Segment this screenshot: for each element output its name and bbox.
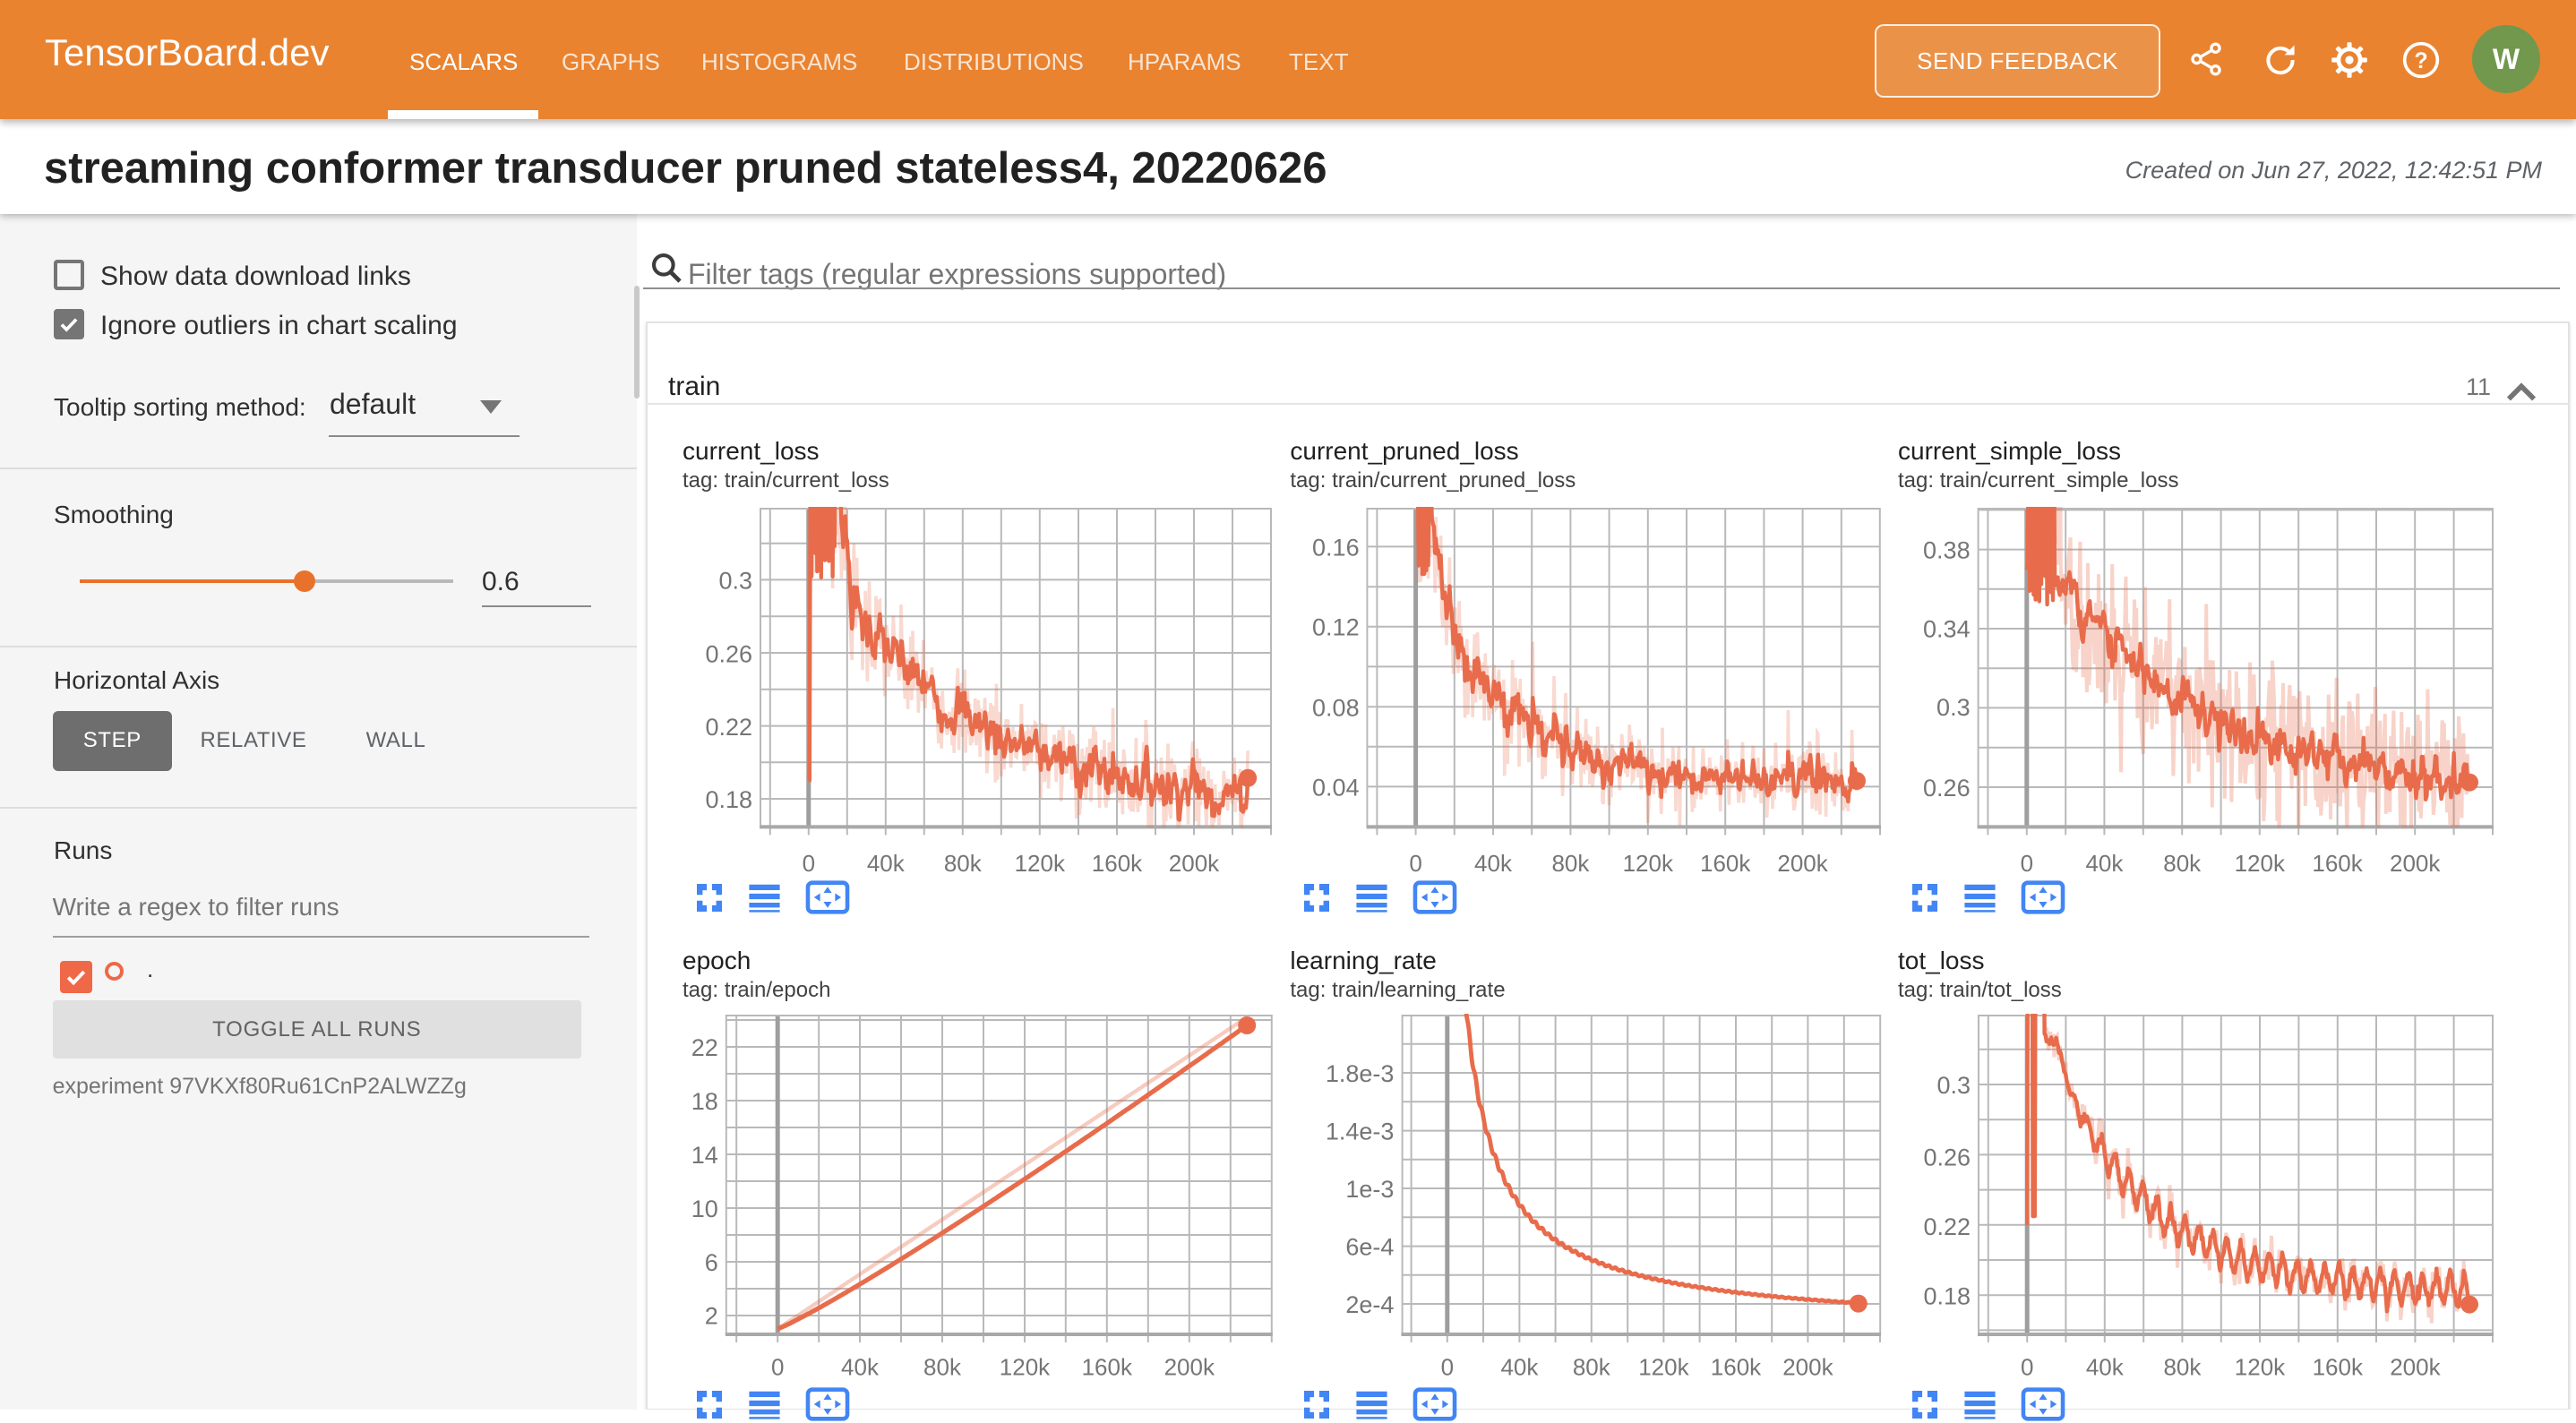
svg-text:?: ? <box>2414 49 2427 73</box>
